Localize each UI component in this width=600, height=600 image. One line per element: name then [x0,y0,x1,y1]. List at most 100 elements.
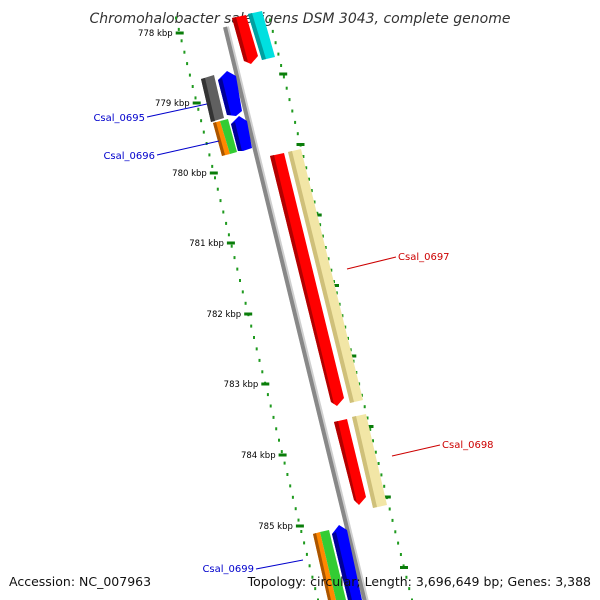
inner-scale-dot [186,62,189,66]
inner-scale-dot [280,450,283,454]
gene-yellow-0698-shade [352,416,377,508]
inner-scale-dot [253,336,255,339]
inner-scale-dot [266,393,269,397]
kbp-tick-label: 781 kbp [189,239,224,249]
kbp-major-tick [261,382,270,386]
cds-blue-0699 [332,525,362,600]
inner-scale-dot [272,415,275,419]
gene-features [201,11,387,600]
inner-scale-dot [303,541,306,545]
outer-scale-dot [316,211,319,215]
kbp-tick-label: 784 kbp [241,451,276,461]
outer-scale-major-tick [279,72,288,76]
outer-scale-dot [285,86,288,90]
outer-scale-dot [380,473,383,477]
cds-blue-0695 [218,71,242,116]
inner-scale-dot [197,107,200,111]
inner-scale-dot [314,587,317,591]
cds-red-0698-shade [334,421,357,503]
outer-scale-dot [397,541,400,545]
gene-cyan-top-shade [248,13,266,60]
topology-text: Topology: circular; Length: 3,696,649 bp… [247,574,591,589]
outer-scale-dot [335,291,338,295]
kbp-major-tick [192,101,201,105]
inner-scale-dot [286,473,289,476]
inner-scale-dot [300,530,303,533]
outer-scale-dot [408,587,411,591]
outer-scale-dot [369,427,372,431]
map-title: Chromohalobacter salexigens DSM 3043, co… [90,11,511,27]
inner-scale-dot [227,233,230,237]
outer-scale-dot [377,462,380,465]
outer-scale-dot [269,18,271,22]
inner-scale-dot [250,324,253,328]
inner-scale-dot [183,50,186,54]
outer-scale-dot [347,336,349,340]
outer-scale-dot [271,29,274,33]
outer-scale-dot [388,507,391,511]
inner-scale-dot [214,176,216,180]
gene-green-0699 [320,530,346,600]
inner-scale-dot [269,404,272,408]
cds-red-0697-shade [270,155,334,404]
inner-scale-dot [305,552,308,556]
backbone [223,26,369,600]
outer-scale-dot [280,64,283,67]
outer-scale-major-tick [313,213,322,217]
gene-label-0698: Csal_0698 [442,440,494,451]
outer-scale-major-tick [382,495,391,499]
inner-scale-dot [294,507,297,511]
callout-line-0697 [346,256,397,270]
inner-scale-dot [241,290,244,294]
inner-scale-dot [311,575,314,579]
kbp-major-tick [278,453,287,457]
outer-scale-dot [333,280,335,284]
outer-scale-dot [341,314,344,318]
inner-scale-dot [219,199,222,203]
kbp-major-tick [226,241,235,245]
callout-line-0695 [146,103,208,118]
gene-label-0697: Csal_0697 [398,252,450,263]
outer-scale-dot [338,302,341,306]
outer-scale-dot [372,439,374,443]
outer-scale-dot [411,598,413,600]
gene-label-0699: Csal_0699 [202,564,254,575]
inner-scale-dot [291,495,294,499]
inner-scale-dot [180,39,183,43]
inner-scale: 778 kbp 779 kbp 780 kbp 781 kbp 782 kbp 783 k… [138,16,319,600]
callout-line-0698 [391,444,441,457]
kbp-major-tick [295,524,304,528]
outer-scale-dot [330,268,333,272]
outer-scale [269,18,413,600]
inner-scale-dot [191,85,194,88]
outer-scale-dot [277,52,280,56]
inner-scale-dot [283,461,286,465]
outer-scale-dot [394,530,397,534]
inner-scale-dot [194,96,197,100]
outer-scale-dot [402,564,405,568]
outer-scale-dot [344,325,347,329]
outer-scale-dot [366,416,369,420]
kbp-tick-label: 782 kbp [207,310,242,320]
outer-scale-major-tick [331,284,339,287]
inner-scale-dot [258,358,261,362]
cds-blue-0695-shade [218,78,231,115]
callout-line-0699 [255,559,304,570]
gene-labels: Csal_0695 Csal_0696 Csal_0697 Csal_0698 … [93,103,494,575]
inner-scale-dot [222,210,225,214]
outer-scale-dot [374,450,377,454]
inner-scale-dot [317,598,319,600]
inner-scale-dot [297,518,300,522]
cds-red-top-shade [232,17,248,62]
outer-scale-dot [296,132,299,136]
outer-scale-dot [383,484,386,488]
outer-scale-major-tick [365,425,374,428]
outer-scale-dot [349,348,352,352]
outer-scale-dot [319,223,322,227]
title-group: Chromohalobacter salexigens DSM 3043, co… [90,11,511,27]
kbp-tick-label: 779 kbp [155,99,190,109]
backbone-line [223,26,367,600]
kbp-major-tick [244,312,253,316]
inner-scale-dot [289,484,292,488]
outer-scale-dot [363,405,366,409]
